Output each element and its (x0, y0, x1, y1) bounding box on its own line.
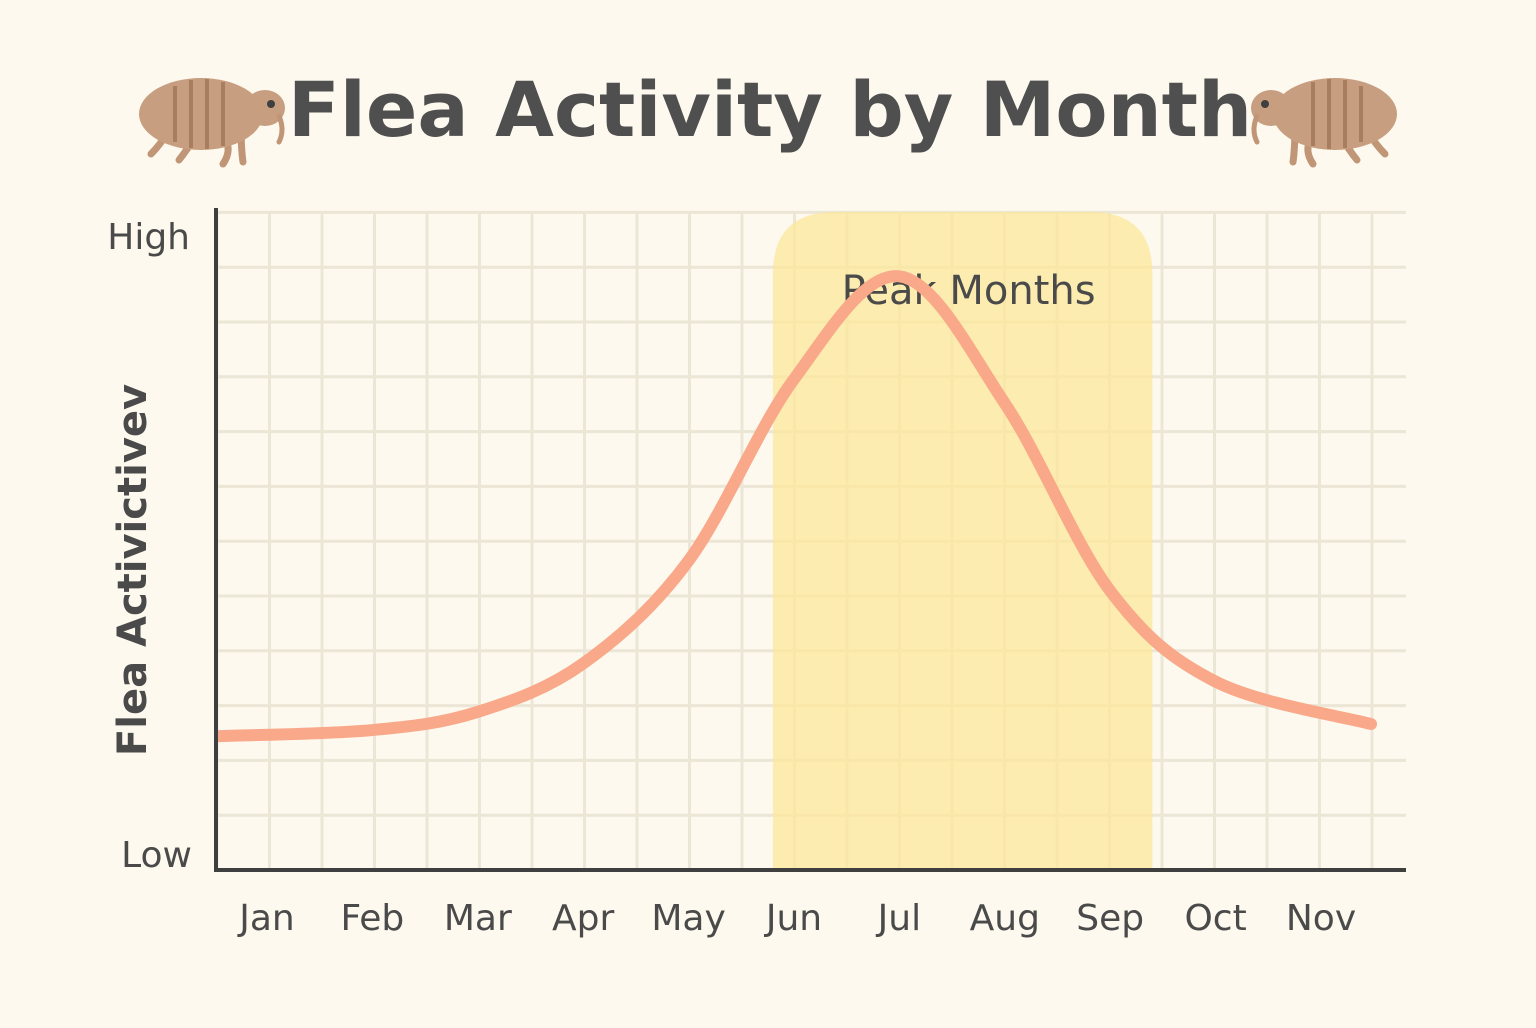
flea-icon (139, 78, 285, 168)
chart-title: Flea Activity by Month (288, 65, 1252, 154)
y-tick-label: High (107, 217, 190, 258)
series-line (214, 270, 1377, 743)
x-tick-label: May (651, 898, 725, 939)
x-tick-label: Aug (970, 898, 1040, 939)
x-tick-label: Jan (237, 898, 295, 939)
y-axis-label: Flea Activictivеv (110, 384, 156, 756)
y-tick-label: Low (121, 835, 192, 876)
peak-months-highlight: Peak Months (772, 212, 1153, 870)
y-tick-labels: Low High (107, 217, 192, 876)
flea-icon (1251, 78, 1397, 168)
x-tick-label: Feb (341, 898, 405, 939)
x-tick-label: Sep (1076, 898, 1144, 939)
series-layer (214, 270, 1377, 743)
x-tick-label: Jun (764, 898, 822, 939)
x-tick-label: Oct (1184, 898, 1246, 939)
x-tick-label: Mar (444, 898, 512, 939)
x-tick-label: Jul (876, 898, 921, 939)
x-tick-label: Nov (1286, 898, 1356, 939)
x-tick-labels: Jan Feb Mar Apr May Jun Jul Aug Sep Oct Nov (237, 898, 1356, 939)
x-tick-label: Apr (552, 898, 614, 939)
axes (214, 208, 1406, 872)
peak-months-band (772, 212, 1153, 870)
